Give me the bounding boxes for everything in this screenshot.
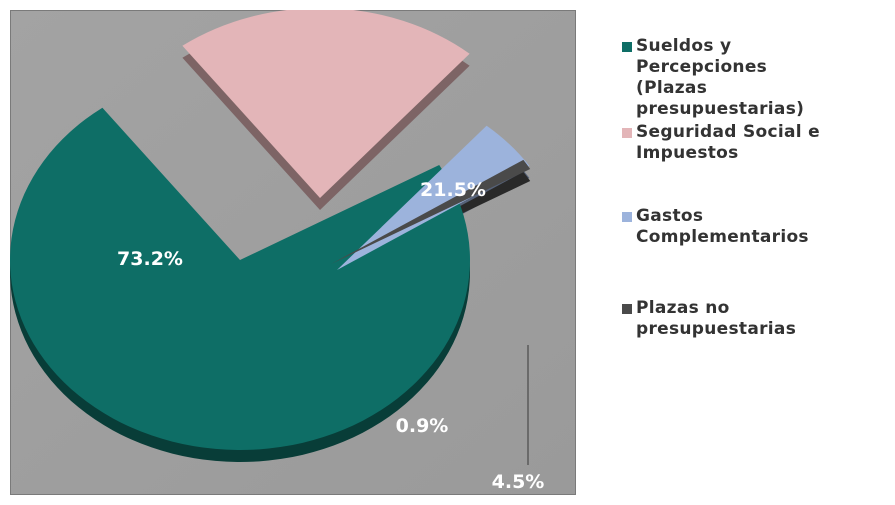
pie-slice — [337, 125, 530, 270]
legend-swatch — [622, 212, 632, 222]
legend-swatch — [622, 42, 632, 52]
legend-label: Plazas no — [636, 298, 730, 318]
legend-label: presupuestarias) — [636, 99, 805, 119]
pie-chart-svg: 73.2% 21.5% 4.5% 0.9% — [9, 8, 577, 496]
legend-label: Complementarios — [636, 227, 809, 247]
legend-label: Sueldos y — [636, 36, 732, 56]
legend-item-seguridad-social: Seguridad Social e Impuestos — [622, 122, 892, 164]
legend-item-sueldos: Sueldos y Percepciones (Plazas presupues… — [622, 36, 892, 120]
legend-label: presupuestarias — [636, 319, 797, 339]
legend-label: Percepciones — [636, 57, 768, 77]
pie-slice-label: 21.5% — [420, 179, 486, 201]
legend-swatch — [622, 304, 632, 314]
pie-chart: 73.2% 21.5% 4.5% 0.9% — [9, 8, 577, 496]
pie-slice — [331, 159, 531, 264]
legend-swatch — [622, 128, 632, 138]
legend-item-plazas-no-presupuestarias: Plazas no presupuestarias — [622, 298, 892, 340]
legend-label: Impuestos — [636, 143, 739, 163]
pie-slice-label: 4.5% — [492, 471, 545, 493]
pie-slice-label: 73.2% — [117, 248, 183, 270]
legend-label: (Plazas — [636, 78, 708, 98]
legend: Sueldos y Percepciones (Plazas presupues… — [622, 36, 892, 340]
legend-label: Gastos — [636, 206, 704, 226]
pie-slice-label: 0.9% — [396, 415, 449, 437]
legend-item-gastos-complementarios: Gastos Complementarios — [622, 206, 892, 248]
legend-label: Seguridad Social e — [636, 122, 820, 142]
pie-slice — [9, 107, 470, 451]
pie-slice — [182, 8, 470, 198]
